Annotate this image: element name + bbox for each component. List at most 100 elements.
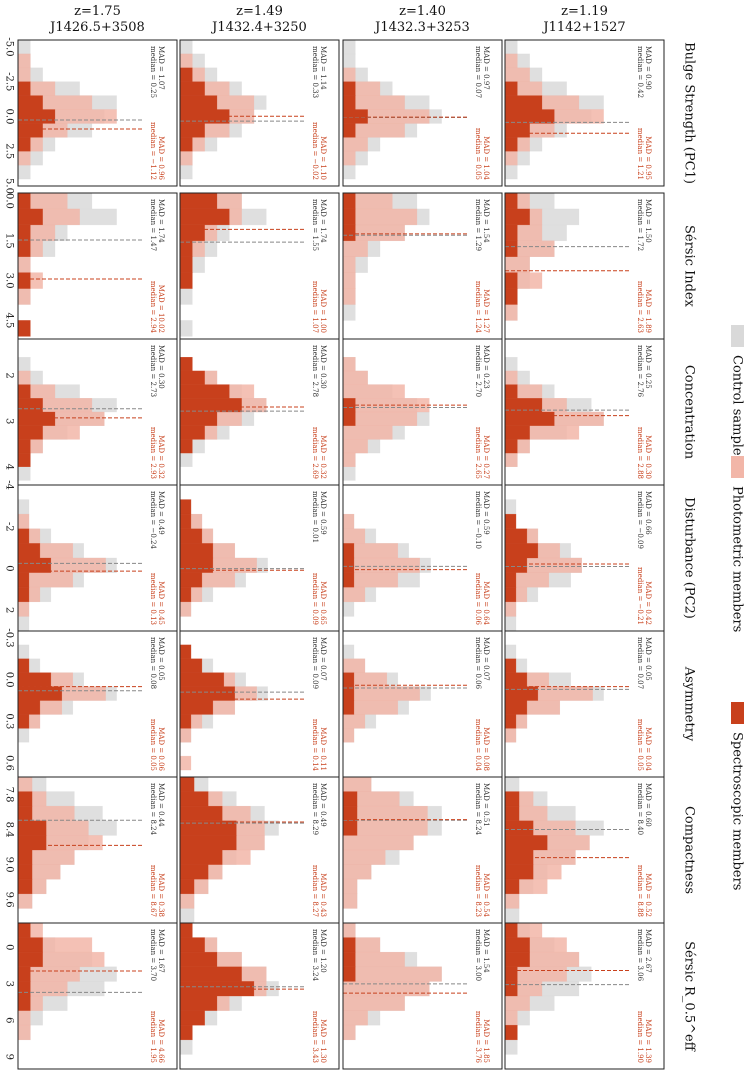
control-median-text: median = 1.47 (149, 199, 157, 251)
member-mad-text: MAD = 0.65 (319, 581, 327, 625)
control-median-text: median = 3.00 (474, 929, 482, 981)
photometric-bar (17, 1024, 31, 1041)
column-redshift: z=1.49 (236, 4, 283, 19)
spectroscopic-bar (342, 95, 356, 110)
photometric-bar (17, 256, 31, 273)
y-tick-label: 0.6 (4, 755, 15, 771)
spectroscopic-bar (504, 439, 518, 454)
photometric-bar (342, 137, 368, 152)
spectroscopic-bar (504, 109, 555, 124)
photometric-bar (342, 658, 366, 673)
histogram-panel: median = −0.09 MAD = 0.66 median = −0.21 MA… (504, 484, 665, 632)
control-bar (504, 908, 520, 924)
member-median-text: median = 0.05 (636, 719, 644, 771)
histogram-panel: median = 8.24 MAD = 0.51 median = 8.23 MAD … (342, 776, 503, 924)
spectroscopic-bar (504, 700, 528, 715)
photometric-bar (342, 686, 420, 701)
y-tick-label: -2.5 (4, 72, 15, 91)
spectroscopic-bar (342, 81, 356, 96)
spectroscopic-bar (179, 922, 193, 938)
photometric-bar (504, 53, 518, 69)
spectroscopic-bar (17, 95, 43, 110)
spectroscopic-bar (17, 320, 31, 337)
histogram-panel: median = 1.29 MAD = 1.54 median = 1.24 MAD … (342, 192, 503, 340)
member-mad-text: MAD = 1.10 (319, 136, 327, 180)
control-median-text: median = 0.07 (474, 46, 482, 98)
y-tick-label: 2 (4, 372, 15, 378)
spectroscopic-bar (342, 572, 355, 588)
y-tick-label: 0 (4, 565, 15, 571)
spectroscopic-bar (342, 109, 368, 124)
member-mad-text: MAD = 0.64 (482, 581, 490, 625)
spectroscopic-bar (179, 272, 193, 289)
member-median-text: median = 0.13 (149, 573, 157, 625)
spectroscopic-bar (17, 192, 31, 210)
spectroscopic-bar (17, 272, 31, 289)
y-tick-label: 1.5 (4, 233, 15, 249)
control-bar (17, 466, 31, 481)
spectroscopic-bar (504, 981, 518, 997)
member-mad-text: MAD = 0.11 (319, 727, 327, 771)
member-median-text: median = 2.65 (474, 427, 482, 479)
spectroscopic-bar (179, 123, 205, 138)
legend: Control sample Photometric members Spectro… (730, 325, 745, 890)
spectroscopic-bar (504, 543, 539, 559)
photometric-bar (342, 714, 366, 729)
histogram-panel: median = 0.06 MAD = 0.07 median = 0.04 MAD … (342, 630, 503, 778)
photometric-bar (342, 835, 414, 851)
y-tick-label: 9 (4, 1054, 15, 1060)
panel-frame (17, 39, 178, 187)
control-bar (179, 320, 193, 337)
legend-swatch (731, 325, 744, 347)
spectroscopic-bar (17, 528, 30, 544)
control-mad-text: MAD = 0.49 (319, 783, 327, 827)
photometric-bar (342, 439, 368, 454)
row-label: Compactness (682, 806, 697, 894)
spectroscopic-bar (179, 224, 205, 242)
control-median-text: median = 8.29 (311, 783, 319, 835)
spectroscopic-bar (17, 878, 33, 895)
spectroscopic-bar (17, 411, 56, 426)
spectroscopic-bar (504, 240, 518, 257)
spectroscopic-bar (342, 192, 356, 210)
panel-frame (179, 922, 340, 1070)
photometric-bar (342, 1024, 356, 1041)
spectroscopic-bar (179, 1024, 193, 1041)
spectroscopic-bar (504, 224, 518, 242)
photometric-bar (342, 893, 358, 909)
control-bar (179, 288, 193, 305)
photometric-bar (342, 864, 372, 880)
member-mad-text: MAD = 0.54 (482, 873, 490, 917)
spectroscopic-bar (342, 672, 355, 687)
member-median-text: median = 1.90 (636, 1011, 644, 1063)
member-median-text: median = 0.04 (474, 719, 482, 772)
photometric-bar (342, 425, 393, 440)
photometric-bar (504, 995, 530, 1011)
photometric-bar (504, 893, 520, 909)
member-median-text: median = 1.07 (311, 281, 319, 333)
photometric-bar (17, 1010, 31, 1026)
y-tick-label: 0.0 (4, 672, 15, 688)
row-labels: -5.0 -2.5 0.0 2.5 5.0 Bulge Strength (PC1) 0.0… (4, 37, 697, 1060)
member-median-text: median = 2.88 (636, 427, 644, 479)
control-bar (17, 39, 31, 55)
spectroscopic-bar (179, 208, 230, 226)
y-tick-label: 3.0 (4, 273, 15, 289)
photometric-bar (17, 513, 30, 530)
y-tick-label: 4.5 (4, 312, 15, 328)
spectroscopic-bar (179, 672, 225, 687)
photometric-bar (342, 272, 356, 289)
photometric-bar (342, 452, 356, 467)
column-cluster-name: J1432.3+3253 (373, 20, 470, 35)
control-mad-text: MAD = 1.50 (644, 199, 652, 243)
spectroscopic-bar (17, 966, 31, 982)
spectroscopic-bar (504, 95, 543, 110)
control-mad-text: MAD = 1.67 (157, 929, 165, 973)
member-mad-text: MAD = 1.89 (644, 289, 652, 333)
row-label: Sérsic R_0.5^eff (682, 941, 697, 1053)
control-bar (179, 908, 195, 924)
control-median-text: median = 8.24 (474, 783, 482, 836)
spectroscopic-bar (179, 864, 209, 880)
spectroscopic-bar (17, 686, 63, 701)
